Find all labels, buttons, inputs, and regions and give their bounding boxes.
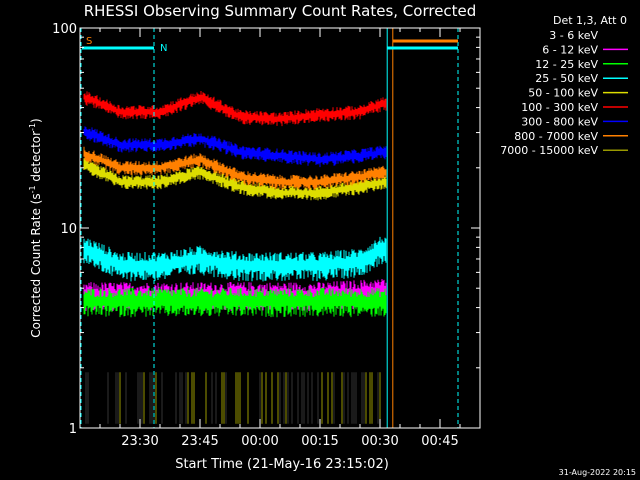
y-tick-label: 10 (60, 222, 77, 237)
y-axis-label: Corrected Count Rate (s-1 detector-1) (28, 118, 43, 337)
flag-label: N (160, 43, 167, 54)
x-tick-label: 00:15 (301, 434, 338, 449)
x-tick-label: 23:30 (121, 434, 158, 449)
series-800-7000-kev-trace (83, 146, 387, 190)
timestamp: 31-Aug-2022 20:15 (559, 468, 636, 477)
flag-label: S (86, 36, 92, 47)
series-25-50-kev-trace (83, 236, 387, 282)
series-trace-path (83, 236, 387, 282)
x-tick-label: 00:45 (421, 434, 458, 449)
series-trace-path (83, 158, 387, 201)
low-channel-spikes (85, 372, 381, 424)
series-50-100-kev-trace (83, 158, 387, 201)
event-markers: SN (80, 28, 459, 428)
series-trace-path (83, 91, 387, 127)
plot-area: SN (80, 28, 459, 428)
legend-entry-label: 800 - 7000 keV (514, 130, 598, 143)
legend-entry-label: 300 - 800 keV (521, 115, 598, 128)
series-12-25-kev-trace (83, 287, 387, 318)
legend-entry-label: 100 - 300 keV (521, 101, 598, 114)
series-trace-path (83, 146, 387, 190)
x-tick-label: 00:00 (241, 434, 278, 449)
series-300-800-kev-trace (83, 126, 387, 168)
x-tick-label: 23:45 (181, 434, 218, 449)
axes: 1 10 100 23:30 23:45 00:00 00:15 00:30 00:45 (52, 22, 481, 449)
legend-entry-label: 7000 - 15000 keV (500, 144, 598, 157)
series-trace-path (83, 287, 387, 318)
legend-entry-label: 3 - 6 keV (549, 29, 598, 42)
chart-title: RHESSI Observing Summary Count Rates, Co… (84, 2, 477, 20)
y-tick-label: 100 (52, 22, 77, 37)
legend-entry-label: 6 - 12 keV (542, 43, 598, 56)
legend-title: Det 1,3, Att 0 (553, 14, 627, 27)
legend-entry-label: 50 - 100 keV (528, 87, 598, 100)
series-trace-path (83, 126, 387, 168)
legend-entry-label: 25 - 50 keV (535, 72, 598, 85)
y-tick-label: 1 (69, 422, 77, 437)
legend-entry-label: 12 - 25 keV (535, 58, 598, 71)
series-100-300-kev-trace (83, 91, 387, 127)
x-axis-label: Start Time (21-May-16 23:15:02) (175, 457, 389, 472)
x-tick-label: 00:30 (361, 434, 398, 449)
